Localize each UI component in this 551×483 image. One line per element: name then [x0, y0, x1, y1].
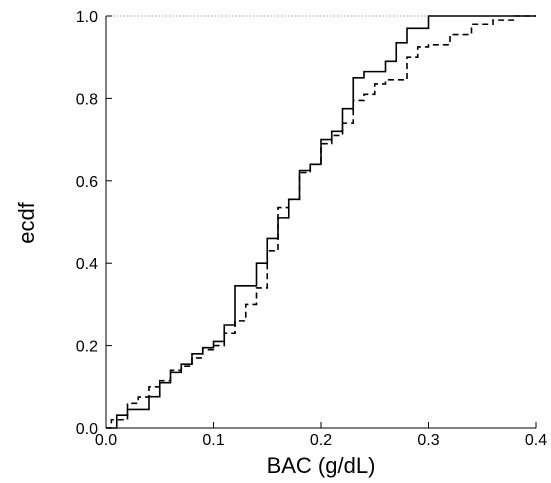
y-tick-label: 0.6	[76, 174, 98, 191]
y-axis-title: ecdf	[14, 201, 39, 243]
y-tick-label: 0.4	[76, 256, 98, 273]
x-tick-label: 0.4	[525, 432, 547, 449]
y-tick-label: 0.0	[76, 421, 98, 438]
y-tick-label: 0.2	[76, 339, 98, 356]
y-tick-label: 0.8	[76, 91, 98, 108]
x-axis-title: BAC (g/dL)	[267, 453, 376, 478]
x-tick-label: 0.0	[95, 432, 117, 449]
x-tick-label: 0.3	[417, 432, 439, 449]
plot-area: 0.0 0.2 0.4 0.6 0.8 1.0 0.0 0.1 0.2 0.3 0.4	[76, 9, 547, 449]
x-tick-label: 0.1	[202, 432, 224, 449]
y-tick-label: 1.0	[76, 9, 98, 26]
ecdf-series-1-solid	[106, 15, 536, 429]
x-tick-label: 0.2	[310, 432, 332, 449]
ecdf-series-2-dashed	[106, 15, 536, 429]
